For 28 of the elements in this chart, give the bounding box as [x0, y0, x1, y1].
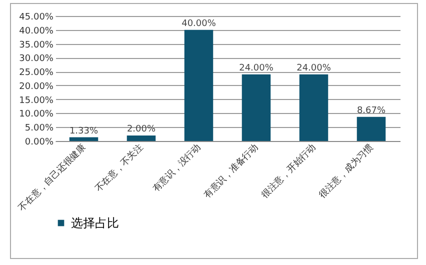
bar	[299, 74, 328, 141]
data-label: 24.00%	[239, 63, 274, 74]
y-tick-label: 25.00%	[19, 68, 54, 78]
data-label: 8.67%	[356, 106, 386, 116]
bar	[242, 74, 271, 141]
y-tick-label: 10.00%	[19, 110, 54, 120]
x-tick-label: 很注意，开始行动	[259, 142, 318, 201]
data-label: 1.33%	[69, 126, 98, 136]
data-label: 40.00%	[182, 18, 216, 29]
bar	[356, 116, 386, 141]
bar	[126, 135, 156, 141]
x-tick-label: 很注意，成为习惯	[316, 142, 376, 201]
legend-label: 选择占比	[71, 216, 119, 230]
x-tick-label: 有意识，没行动	[150, 142, 203, 194]
y-tick-label: 30.00%	[19, 54, 54, 64]
x-tick-label: 不在意，不关注	[93, 142, 146, 194]
bar	[69, 137, 98, 141]
x-tick-label: 有意识，准备行动	[202, 142, 260, 201]
y-tick-label: 5.00%	[24, 124, 54, 134]
y-tick-label: 0.00%	[24, 138, 54, 148]
data-label: 2.00%	[126, 124, 156, 134]
y-tick-label: 15.00%	[19, 96, 54, 106]
data-label: 24.00%	[296, 63, 332, 74]
y-tick-label: 45.00%	[19, 12, 54, 22]
y-tick-label: 35.00%	[19, 40, 54, 50]
y-tick-label: 20.00%	[19, 82, 54, 92]
bar	[184, 30, 214, 141]
y-tick-label: 40.00%	[19, 26, 54, 36]
